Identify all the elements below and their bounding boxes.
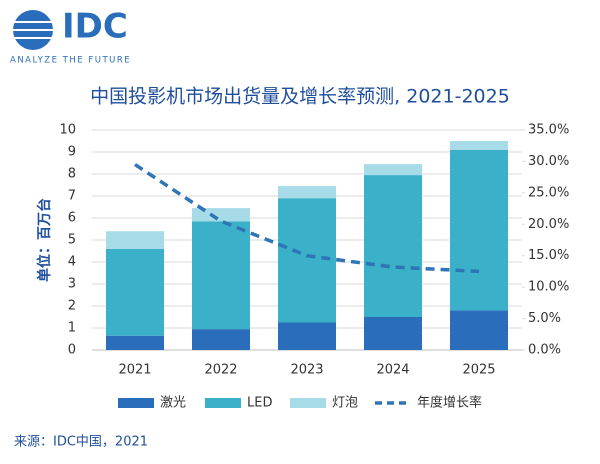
legend-label: LED [247, 396, 272, 411]
y-tick-label: 8 [68, 167, 76, 182]
y2-tick-label: 30.0% [528, 154, 569, 169]
bar-segment [192, 329, 250, 350]
x-tick-label: 2021 [118, 363, 151, 378]
legend-label: 灯泡 [332, 396, 358, 411]
logo-globe [13, 10, 53, 50]
y-tick-label: 4 [68, 255, 76, 270]
logo-name: IDC [62, 7, 128, 47]
y-tick-label: 1 [68, 321, 76, 336]
x-tick-label: 2023 [290, 363, 323, 378]
legend-swatch [290, 398, 326, 408]
y-tick-label: 10 [59, 123, 76, 138]
growth-line [134, 163, 480, 274]
bar-segment [192, 208, 250, 222]
y-tick-label: 5 [68, 233, 76, 248]
bar-segment [106, 231, 164, 249]
bar-segment [106, 335, 164, 350]
x-tick-label: 2022 [204, 363, 237, 378]
bar-segment [106, 248, 164, 336]
bar-segment [364, 317, 422, 350]
y-axis-label: 单位：百万台 [36, 198, 53, 282]
y-tick-label: 6 [68, 211, 76, 226]
y-tick-label: 0 [68, 343, 76, 358]
bar-segment [278, 198, 336, 323]
bar-segment [278, 186, 336, 199]
y-tick-label: 3 [68, 277, 76, 292]
y2-tick-label: 10.0% [528, 280, 569, 295]
bar-segment [364, 164, 422, 176]
logo-tagline: ANALYZE THE FUTURE [10, 56, 131, 66]
y-tick-label: 2 [68, 299, 76, 314]
bar-segment [364, 175, 422, 317]
y2-tick-label: 35.0% [528, 123, 569, 138]
y2-tick-label: 5.0% [528, 311, 561, 326]
x-tick-label: 2025 [462, 363, 495, 378]
chart-title: 中国投影机市场出货量及增长率预测, 2021-2025 [90, 86, 510, 108]
bar-segment [278, 322, 336, 350]
legend-swatch [205, 398, 241, 408]
legend-swatch [118, 398, 154, 408]
legend-label: 年度增长率 [417, 395, 482, 411]
source: 来源：IDC中国，2021 [14, 435, 148, 450]
bar-segment [450, 141, 508, 150]
bar-segment [450, 310, 508, 350]
y2-tick-label: 20.0% [528, 217, 569, 232]
bar-segment [450, 149, 508, 311]
y-tick-label: 7 [68, 189, 76, 204]
y2-tick-label: 15.0% [528, 248, 569, 263]
x-tick-label: 2024 [376, 363, 409, 378]
bar-segment [192, 221, 250, 330]
y2-tick-label: 0.0% [528, 343, 561, 358]
y-tick-label: 9 [68, 145, 76, 160]
y2-tick-label: 25.0% [528, 185, 569, 200]
legend-label: 激光 [160, 396, 186, 411]
